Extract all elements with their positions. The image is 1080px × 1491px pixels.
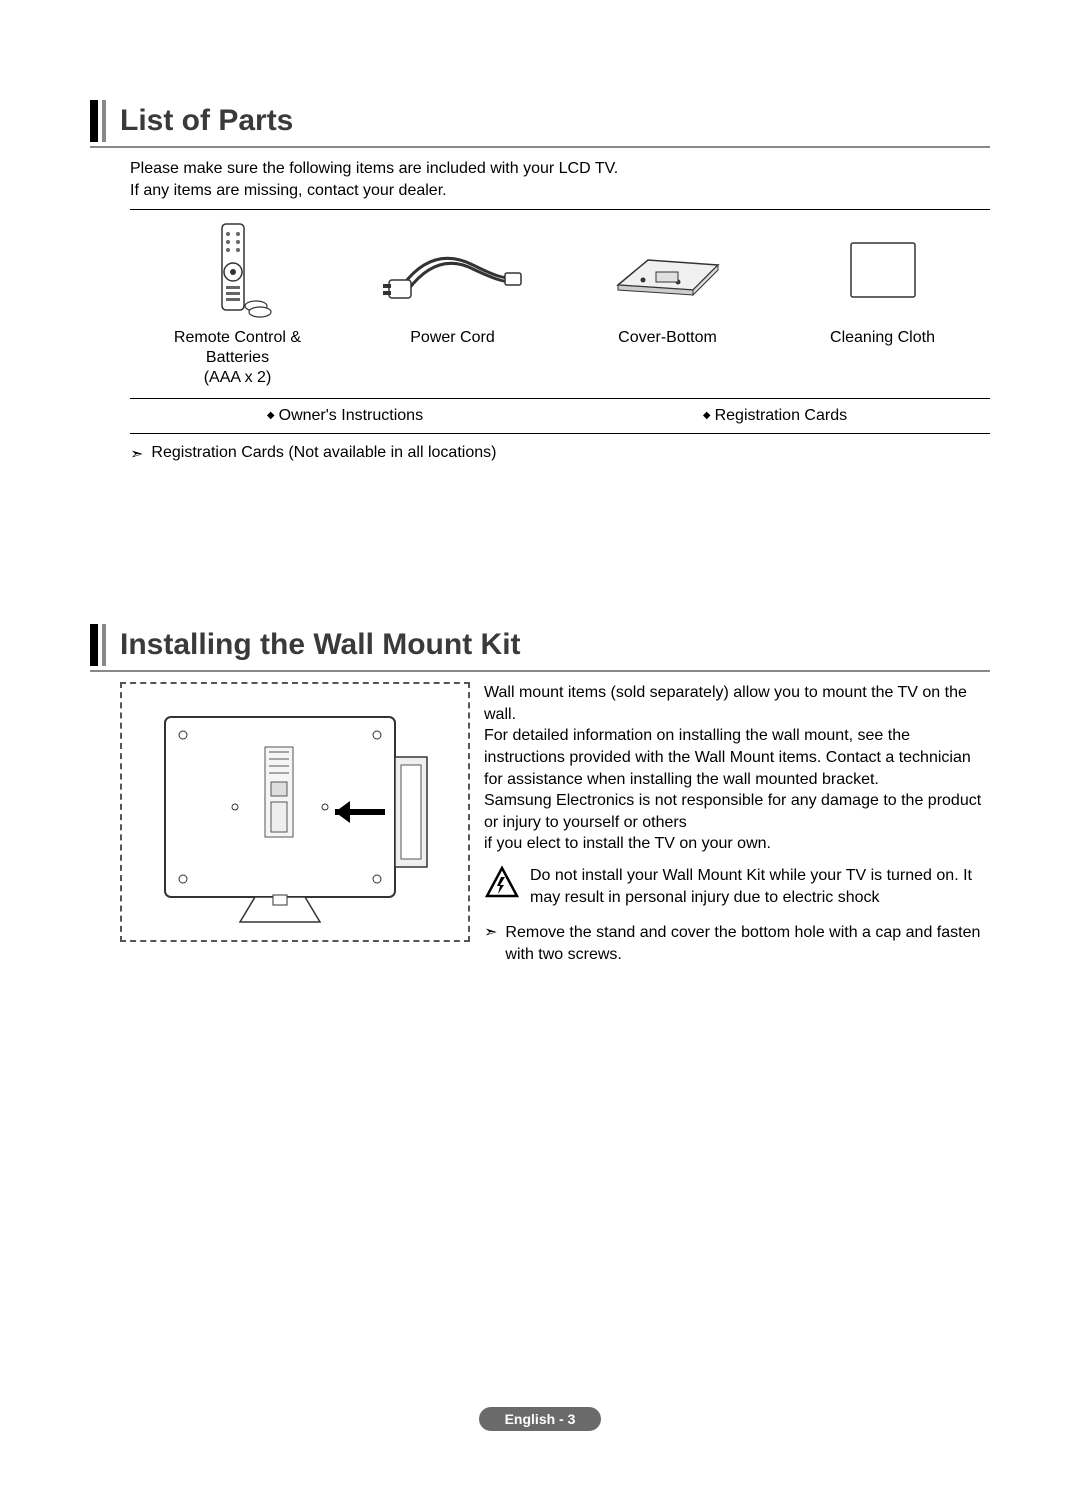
note-line: ➣ Registration Cards (Not available in a… — [130, 444, 990, 464]
parts-table: Remote Control & Batteries (AAA x 2) — [130, 209, 990, 434]
step-arrow-icon: ➣ — [484, 922, 497, 944]
power-cord-icon — [349, 220, 556, 320]
part-label: Cover-Bottom — [564, 328, 771, 348]
part-remote: Remote Control & Batteries (AAA x 2) — [130, 210, 345, 398]
heading-rule — [90, 146, 990, 148]
part-cleaning-cloth: Cleaning Cloth — [775, 210, 990, 398]
cleaning-cloth-icon — [779, 220, 986, 320]
heading-bar-primary — [90, 100, 98, 142]
parts-row: Remote Control & Batteries (AAA x 2) — [130, 210, 990, 399]
heading-rule — [90, 670, 990, 672]
intro-line-2: If any items are missing, contact your d… — [130, 180, 990, 202]
heading-bar-secondary — [102, 624, 106, 666]
bullet-diamond: ◆ — [703, 410, 711, 421]
warning-row: Do not install your Wall Mount Kit while… — [484, 865, 990, 908]
part-label: Cleaning Cloth — [779, 328, 986, 348]
para-4: if you elect to install the TV on your o… — [484, 833, 990, 855]
para-3: Samsung Electronics is not responsible f… — [484, 790, 990, 833]
doc-registration-cards: ◆ Registration Cards — [560, 399, 990, 433]
section-heading: Installing the Wall Mount Kit — [90, 624, 990, 666]
warning-text: Do not install your Wall Mount Kit while… — [530, 865, 990, 908]
doc-label: Owner's Instructions — [279, 407, 423, 424]
wallmount-body: Wall mount items (sold separately) allow… — [90, 682, 990, 965]
docs-row: ◆ Owner's Instructions ◆ Registration Card… — [130, 399, 990, 434]
para-2: For detailed information on installing t… — [484, 725, 990, 790]
part-label: Remote Control & Batteries (AAA x 2) — [134, 328, 341, 388]
wallmount-diagram — [120, 682, 470, 942]
heading-bar-primary — [90, 624, 98, 666]
doc-label: Registration Cards — [715, 407, 848, 424]
section-gap — [90, 464, 990, 624]
note-arrow-icon: ➣ — [130, 444, 143, 464]
section-heading: List of Parts — [90, 100, 990, 142]
part-label: Power Cord — [349, 328, 556, 348]
section-wall-mount: Installing the Wall Mount Kit — [90, 624, 990, 965]
warning-icon — [484, 865, 520, 901]
doc-owners-instructions: ◆ Owner's Instructions — [130, 399, 560, 433]
part-power-cord: Power Cord — [345, 210, 560, 398]
section-list-of-parts: List of Parts Please make sure the follo… — [90, 100, 990, 464]
heading-bar-secondary — [102, 100, 106, 142]
page-footer: English - 3 — [0, 1407, 1080, 1431]
cover-bottom-icon — [564, 220, 771, 320]
part-cover-bottom: Cover-Bottom — [560, 210, 775, 398]
page-number-pill: English - 3 — [479, 1407, 602, 1431]
note-text: Registration Cards (Not available in all… — [151, 444, 496, 462]
step-text: Remove the stand and cover the bottom ho… — [505, 922, 990, 965]
para-1: Wall mount items (sold separately) allow… — [484, 682, 990, 725]
section-title: Installing the Wall Mount Kit — [120, 628, 521, 662]
intro-line-1: Please make sure the following items are… — [130, 158, 990, 180]
intro-text: Please make sure the following items are… — [130, 158, 990, 201]
section-title: List of Parts — [120, 104, 293, 138]
remote-icon — [134, 220, 341, 320]
manual-page: List of Parts Please make sure the follo… — [0, 0, 1080, 1491]
step-row: ➣ Remove the stand and cover the bottom … — [484, 922, 990, 965]
bullet-diamond: ◆ — [267, 410, 275, 421]
wallmount-text: Wall mount items (sold separately) allow… — [484, 682, 990, 965]
